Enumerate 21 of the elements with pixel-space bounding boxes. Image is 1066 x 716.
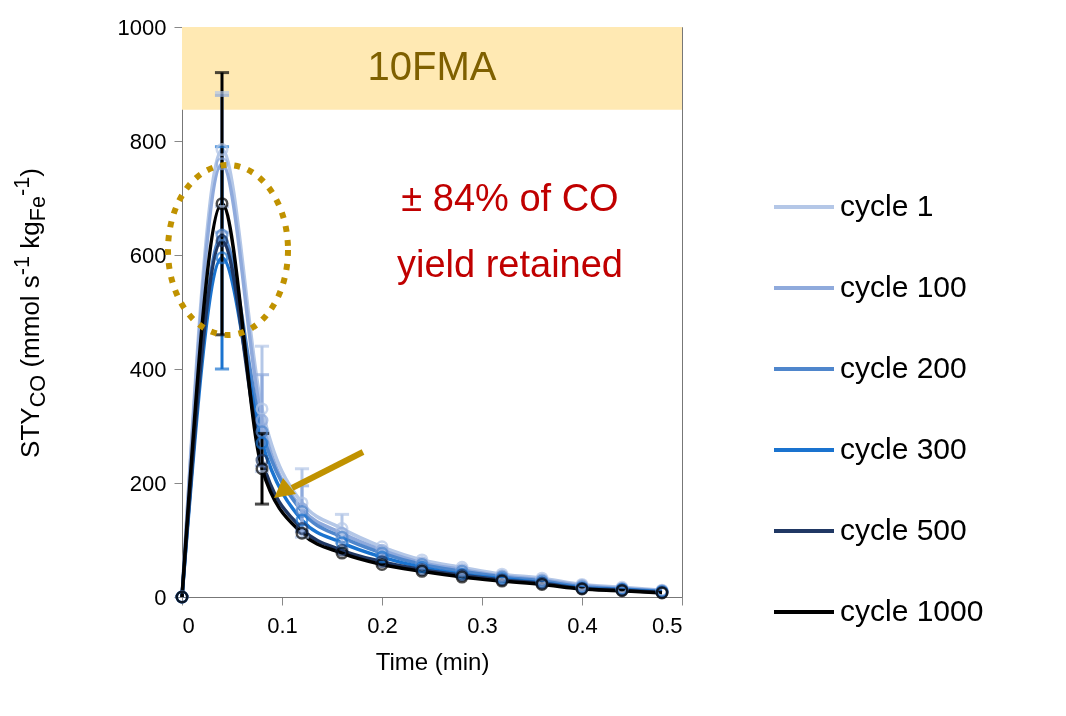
legend-label: cycle 1000 (840, 594, 984, 627)
legend-label: cycle 100 (840, 270, 967, 303)
x-tick-label: 0 (182, 612, 195, 638)
y-tick-label: 0 (154, 584, 167, 610)
x-axis-title: Time (min) (375, 647, 490, 675)
band-label: 10FMA (367, 44, 497, 89)
y-tick-label: 800 (129, 128, 167, 154)
x-tick-label: 0.4 (567, 612, 598, 638)
x-tick-label: 0.2 (367, 612, 398, 638)
x-tick-label: 0.3 (467, 612, 498, 638)
legend-label: cycle 200 (840, 351, 967, 384)
legend-label: cycle 300 (840, 432, 967, 465)
y-tick-label: 1000 (117, 14, 167, 40)
legend-label: cycle 500 (840, 513, 967, 546)
y-tick-label: 600 (129, 242, 167, 268)
y-tick-label: 400 (129, 356, 167, 382)
x-tick-label: 0.1 (267, 612, 298, 638)
y-tick-label: 200 (129, 470, 167, 496)
annotation: ± 84% of CO yield retained (395, 176, 624, 287)
x-tick-label: 0.5 (651, 612, 683, 638)
legend-label: cycle 1 (840, 189, 934, 222)
